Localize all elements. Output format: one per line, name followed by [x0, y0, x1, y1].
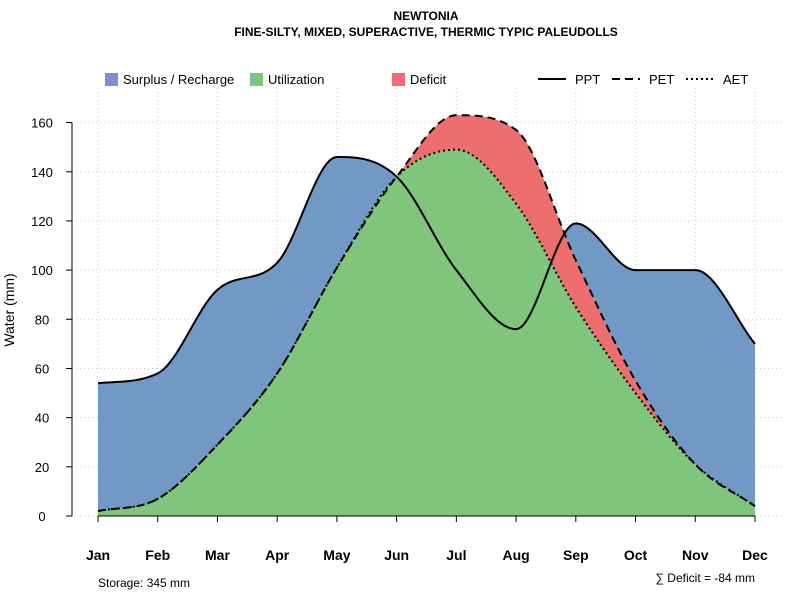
legend-swatch	[105, 73, 118, 86]
y-tick-label: 20	[35, 460, 49, 475]
deficit-note: ∑ Deficit = -84 mm	[655, 571, 755, 585]
legend-label: AET	[723, 72, 748, 87]
x-tick-label: May	[323, 547, 350, 563]
legend-label: Surplus / Recharge	[123, 72, 234, 87]
series-line-aet	[97, 148, 756, 513]
areas	[98, 115, 755, 516]
y-tick-label: 80	[35, 312, 49, 327]
x-tick-label: Apr	[265, 547, 290, 563]
x-tick-label: Jun	[384, 547, 409, 563]
y-tick-label: 40	[35, 411, 49, 426]
chart-title: NEWTONIA	[393, 9, 458, 23]
legend-label: PET	[649, 72, 674, 87]
y-axis-title: Water (mm)	[1, 273, 17, 346]
chart-subtitle: FINE-SILTY, MIXED, SUPERACTIVE, THERMIC …	[234, 25, 618, 39]
x-tick-label: Aug	[502, 547, 529, 563]
x-tick-label: Jan	[86, 547, 110, 563]
y-tick-label: 120	[31, 214, 53, 229]
x-tick-label: Dec	[742, 547, 768, 563]
x-tick-label: Mar	[205, 547, 230, 563]
x-tick-label: Sep	[563, 547, 589, 563]
legend-label: PPT	[575, 72, 600, 87]
series-lines	[97, 114, 756, 513]
storage-note: Storage: 345 mm	[98, 576, 190, 590]
series-line-ppt	[97, 156, 756, 385]
y-tick-label: 100	[31, 263, 53, 278]
legend-label: Deficit	[410, 72, 447, 87]
legend: Surplus / Recharge Utilization Deficit PPT P…	[105, 72, 748, 87]
series-line-pet	[97, 114, 756, 513]
y-tick-label: 0	[38, 509, 45, 524]
x-tick-label: Nov	[682, 547, 709, 563]
legend-label: Utilization	[268, 72, 324, 87]
legend-swatch	[392, 73, 405, 86]
y-tick-label: 160	[31, 116, 53, 131]
legend-swatch	[250, 73, 263, 86]
x-tick-label: Feb	[145, 547, 170, 563]
y-tick-label: 60	[35, 361, 49, 376]
utilization-area-aet	[98, 149, 755, 516]
x-tick-label: Oct	[624, 547, 648, 563]
axes: 0 20 40 60 80 100 120 140 160 Jan Feb Mar Apr May Jun J…	[1, 116, 768, 563]
x-tick-label: Jul	[446, 547, 466, 563]
y-tick-label: 140	[31, 165, 53, 180]
